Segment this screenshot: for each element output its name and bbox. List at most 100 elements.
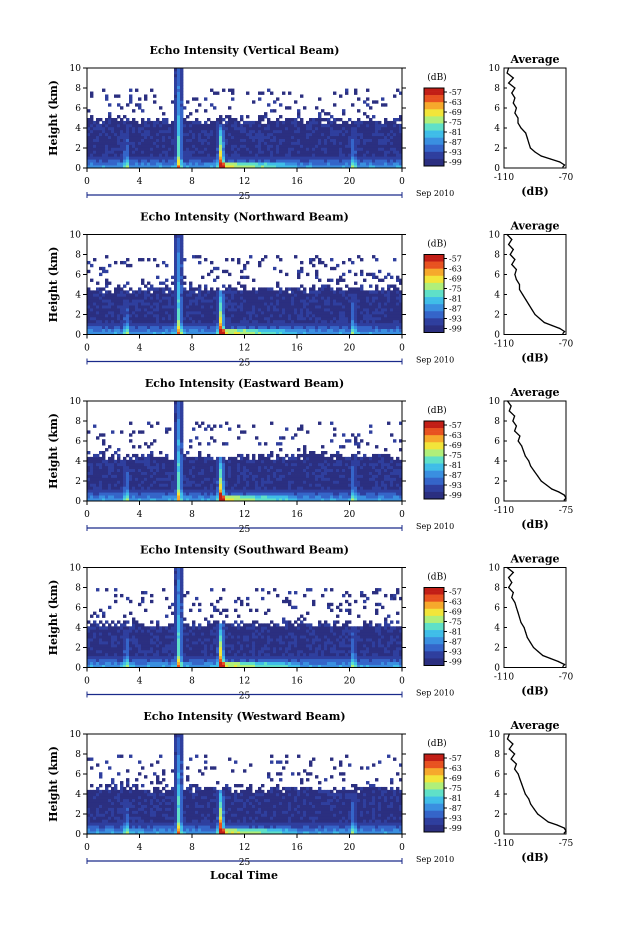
heatmap-cell	[213, 147, 217, 151]
heatmap-cell	[198, 451, 202, 455]
heatmap-cell	[225, 126, 229, 131]
heatmap-cell	[102, 477, 106, 481]
heatmap-cell	[180, 68, 184, 72]
heatmap-cell	[342, 156, 346, 160]
heatmap-cell	[120, 474, 124, 478]
heatmap-cell	[399, 310, 403, 315]
heatmap-cell	[285, 106, 289, 110]
heatmap-cell	[279, 305, 283, 309]
heatmap-cell	[315, 308, 319, 312]
heatmap-cell	[306, 272, 310, 277]
heatmap-cell	[168, 302, 172, 306]
heatmap-cell	[159, 474, 163, 478]
heatmap-cell	[333, 328, 337, 332]
heatmap-cell	[87, 471, 91, 475]
heatmap-cell	[117, 325, 121, 330]
heatmap-cell	[279, 331, 283, 335]
heatmap-cell	[315, 141, 319, 145]
heatmap-cell	[150, 424, 154, 428]
heatmap-cell	[114, 480, 118, 484]
heatmap-cell	[270, 144, 274, 148]
heatmap-cell	[165, 456, 169, 461]
heatmap-cell	[234, 118, 238, 122]
heatmap-cell	[345, 299, 349, 303]
heatmap-cell	[315, 135, 319, 139]
heatmap-cell	[195, 287, 199, 291]
heatmap-cell	[360, 328, 364, 332]
heatmap-cell	[195, 308, 199, 312]
heatmap-cell	[201, 465, 205, 470]
heatmap-cell	[276, 325, 280, 330]
heatmap-cell	[321, 144, 325, 148]
heatmap-cell	[108, 141, 112, 145]
profile-point	[508, 82, 510, 84]
heatmap-cell	[324, 325, 328, 330]
heatmap-cell	[285, 319, 289, 324]
heatmap-cell	[87, 293, 91, 297]
heatmap-cell	[138, 492, 142, 496]
heatmap-cell	[318, 302, 322, 306]
heatmap-cell	[177, 430, 181, 434]
heatmap-cell	[174, 275, 178, 280]
heatmap-cell	[105, 296, 109, 300]
heatmap-cell	[210, 153, 214, 157]
heatmap-cell	[288, 316, 292, 321]
heatmap-cell	[150, 451, 154, 455]
heatmap-cell	[390, 313, 394, 318]
heatmap-cell	[117, 492, 121, 496]
heatmap-cell	[87, 118, 91, 122]
heatmap-cell	[297, 132, 301, 137]
heatmap-cell	[363, 296, 367, 300]
heatmap-cell	[186, 156, 190, 160]
heatmap-cell	[354, 91, 358, 95]
heatmap-cell	[372, 272, 376, 277]
colorbar-segment	[424, 95, 444, 99]
heatmap-cell	[156, 319, 160, 324]
heatmap-cell	[165, 316, 169, 321]
heatmap-cell	[348, 159, 352, 163]
heatmap-cell	[144, 468, 148, 472]
heatmap-cell	[231, 138, 235, 142]
heatmap-cell	[123, 299, 127, 303]
heatmap-cell	[123, 495, 127, 499]
heatmap-cell	[165, 430, 169, 434]
heatmap-cell	[249, 147, 253, 151]
heatmap-cell	[129, 88, 133, 92]
panel-title: Echo Intensity (Eastward Beam)	[145, 377, 344, 390]
heatmap-cell	[126, 462, 130, 467]
heatmap-cell	[183, 465, 187, 470]
heatmap-cell	[318, 144, 322, 148]
heatmap-cell	[102, 287, 106, 291]
heatmap-cell	[120, 302, 124, 306]
heatmap-cell	[315, 129, 319, 134]
heatmap-cell	[318, 153, 322, 157]
heatmap-cell	[201, 328, 205, 332]
heatmap-cell	[225, 495, 229, 499]
heatmap-cell	[111, 462, 115, 467]
heatmap-cell	[195, 498, 199, 502]
heatmap-cell	[387, 138, 391, 142]
heatmap-cell	[162, 281, 166, 285]
heatmap-cell	[324, 316, 328, 321]
heatmap-cell	[369, 293, 373, 297]
heatmap-cell	[216, 305, 220, 309]
heatmap-cell	[117, 474, 121, 478]
heatmap-cell	[276, 331, 280, 335]
heatmap-cell	[309, 258, 313, 262]
heatmap-cell	[105, 269, 109, 274]
heatmap-cell	[237, 308, 241, 312]
heatmap-cell	[162, 456, 166, 461]
heatmap-cell	[99, 474, 103, 478]
heatmap-cell	[102, 88, 106, 92]
heatmap-cell	[318, 147, 322, 151]
heatmap-cell	[261, 132, 265, 137]
heatmap-cell	[159, 129, 163, 134]
heatmap-cell	[345, 284, 349, 288]
heatmap-cell	[204, 132, 208, 137]
heatmap-cell	[219, 302, 223, 306]
heatmap-cell	[225, 331, 229, 335]
heatmap-cell	[312, 319, 316, 324]
heatmap-cell	[390, 308, 394, 312]
heatmap-cell	[171, 126, 175, 131]
heatmap-cell	[108, 118, 112, 122]
